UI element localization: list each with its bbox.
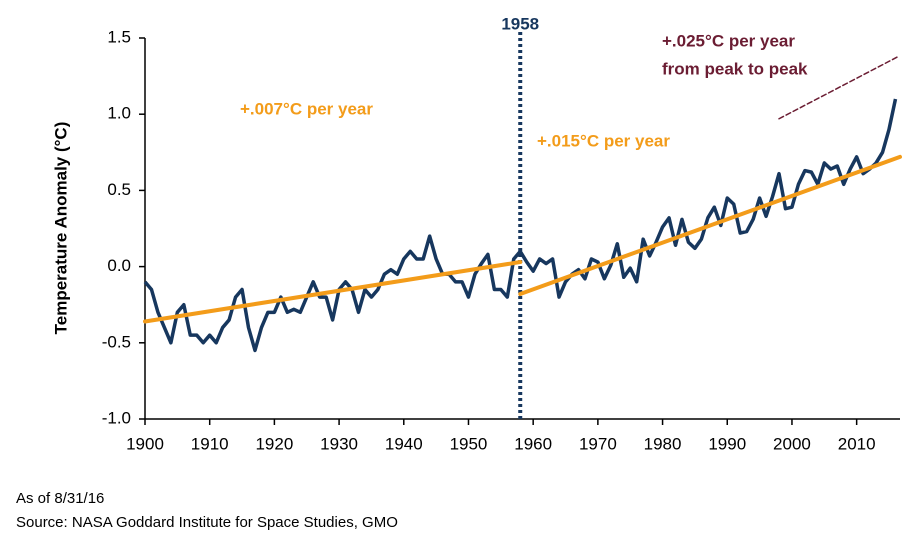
x-tick-label: 2000 (773, 434, 811, 453)
x-tick-label: 1950 (450, 434, 488, 453)
x-tick-label: 2010 (838, 434, 876, 453)
y-tick-label: 0.5 (107, 180, 131, 199)
annotation: +.015°C per year (537, 131, 670, 150)
x-tick-label: 1920 (255, 434, 293, 453)
y-tick-label: 1.5 (107, 27, 131, 46)
trend-line (778, 55, 900, 120)
y-tick-label: -1.0 (102, 408, 131, 427)
x-tick-label: 1910 (191, 434, 229, 453)
trend-line (518, 154, 902, 297)
y-axis-label: Temperature Anomaly (°C) (51, 122, 70, 335)
x-tick-label: 1980 (644, 434, 682, 453)
y-tick-label: -0.5 (102, 332, 131, 351)
x-tick-label: 1900 (126, 434, 164, 453)
annotation: +.007°C per year (240, 99, 373, 118)
annotation: +.025°C per year (662, 31, 795, 50)
x-tick-label: 1960 (514, 434, 552, 453)
x-tick-label: 1970 (579, 434, 617, 453)
note: Source: NASA Goddard Institute for Space… (16, 514, 398, 531)
x-tick-label: 1940 (385, 434, 423, 453)
y-tick-label: 0.0 (107, 256, 131, 275)
note: As of 8/31/16 (16, 490, 104, 507)
trend-line (143, 260, 523, 324)
reference-label: 1958 (501, 14, 539, 33)
y-tick-label: 1.0 (107, 104, 131, 123)
annotation: from peak to peak (662, 59, 808, 78)
x-tick-label: 1990 (708, 434, 746, 453)
x-tick-label: 1930 (320, 434, 358, 453)
